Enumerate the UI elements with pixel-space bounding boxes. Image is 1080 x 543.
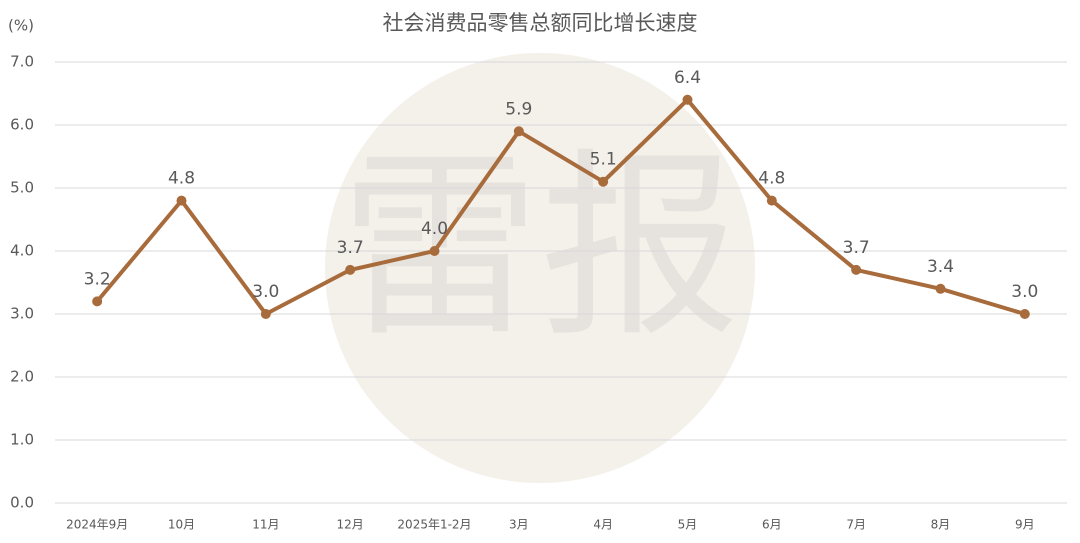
data-label: 3.7 [337,238,364,258]
y-tick-label: 7.0 [10,53,34,71]
x-tick-label: 12月 [337,518,364,532]
point [682,94,693,105]
data-label: 3.0 [252,282,279,302]
y-tick-label: 4.0 [10,242,34,260]
x-tick-label: 3月 [509,518,529,532]
x-tick-label: 6月 [762,518,782,532]
point [345,264,356,275]
data-label: 3.2 [84,269,111,289]
chart-title: 社会消费品零售总额同比增长速度 [383,11,698,35]
watermark: 雷报 [340,132,740,365]
x-tick-label: 9月 [1015,518,1035,532]
data-label: 3.7 [843,238,870,258]
x-tick-label: 2024年9月 [66,518,128,532]
watermark-circle [325,53,755,483]
data-label: 4.8 [168,169,195,189]
y-tick-label: 5.0 [10,179,34,197]
x-tick-label: 5月 [678,518,698,532]
x-tick-label: 2025年1-2月 [397,518,471,532]
data-label: 5.9 [505,99,532,119]
data-label: 3.0 [1011,282,1038,302]
y-tick-label: 2.0 [10,368,34,386]
x-tick-label: 10月 [168,518,195,532]
point [766,195,777,206]
x-tick-label: 8月 [931,518,951,532]
y-tick-label: 3.0 [10,305,34,323]
data-label: 3.4 [927,257,954,277]
y-tick-label: 1.0 [10,431,34,449]
point [935,283,946,294]
point [851,264,862,275]
y-tick-label: 0.0 [10,494,34,512]
point [513,126,524,137]
plot: 3.2 4.8 3.0 3.7 4.0 5.9 5.1 6.4 4.8 3.7 3.4 3.0 [84,68,1038,319]
point [429,246,440,256]
x-tick-label: 11月 [252,518,279,532]
grid: 0.0 1.0 2.0 3.0 4.0 5.0 6.0 7.0 2024年9月 10月 11月 12月… [10,53,1067,532]
point [598,176,609,187]
point [92,296,103,307]
y-unit: (%) [8,17,34,35]
point [260,309,271,319]
data-label: 4.0 [421,219,448,239]
data-label: 4.8 [758,169,785,189]
point [1019,309,1030,319]
x-tick-label: 7月 [846,518,866,532]
x-tick-label: 4月 [593,518,613,532]
point [176,195,187,206]
data-label: 6.4 [674,68,701,88]
data-label: 5.1 [590,150,617,170]
y-tick-label: 6.0 [10,116,34,134]
line [95,97,1026,316]
